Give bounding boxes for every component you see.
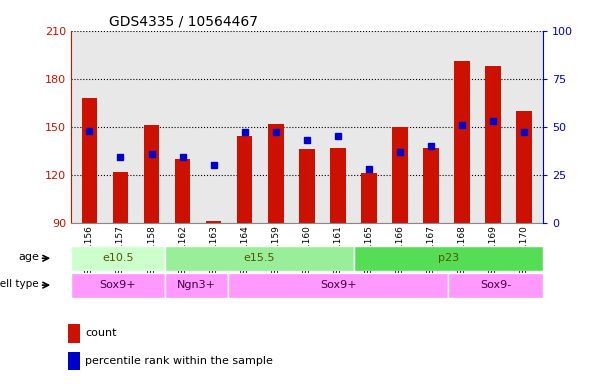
FancyBboxPatch shape [71,246,165,271]
Text: cell type: cell type [0,279,39,289]
Text: e10.5: e10.5 [102,253,134,263]
Bar [454,61,470,223]
Bar [423,147,439,223]
FancyBboxPatch shape [165,246,354,271]
Bar [175,159,191,223]
Bar [486,66,501,223]
Bar [516,111,532,223]
Bar [299,149,314,223]
FancyBboxPatch shape [228,273,448,298]
Bar [81,98,97,223]
Bar [206,221,221,223]
Text: GDS4335 / 10564467: GDS4335 / 10564467 [109,14,258,28]
Text: count: count [85,328,116,338]
Bar [330,147,346,223]
Bar [68,324,80,343]
FancyBboxPatch shape [165,273,228,298]
Text: Sox9+: Sox9+ [320,280,356,290]
Bar [361,173,376,223]
Text: p23: p23 [438,253,459,263]
FancyBboxPatch shape [71,273,165,298]
Bar [113,172,128,223]
Bar [237,136,253,223]
Bar [392,127,408,223]
Bar [68,352,80,370]
Bar [144,125,159,223]
Text: percentile rank within the sample: percentile rank within the sample [85,356,273,366]
Text: e15.5: e15.5 [244,253,276,263]
Text: Ngn3+: Ngn3+ [177,280,216,290]
FancyBboxPatch shape [448,273,543,298]
Text: Sox9-: Sox9- [480,280,511,290]
FancyBboxPatch shape [354,246,543,271]
Text: Sox9+: Sox9+ [100,280,136,290]
Text: age: age [18,252,39,262]
Bar [268,124,284,223]
